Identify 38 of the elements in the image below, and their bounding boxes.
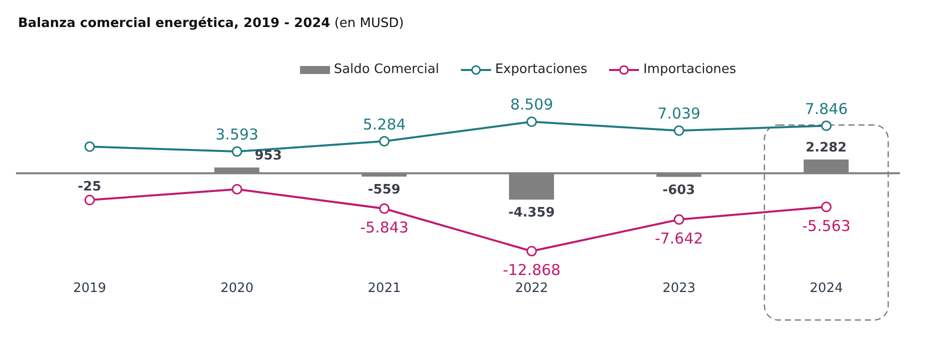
data-label: -5.843: [360, 218, 409, 237]
data-label: 5.284: [362, 115, 406, 134]
data-label: -603: [662, 182, 696, 198]
x-tick-label: 2021: [368, 281, 401, 296]
data-label: 2.282: [806, 140, 847, 156]
x-tick-label: 2024: [810, 281, 843, 296]
legend-label: Importaciones: [642, 62, 736, 77]
data-label: 7.039: [658, 104, 700, 123]
data-label: -7.642: [654, 230, 704, 248]
legend-label: Saldo Comercial: [332, 62, 440, 77]
x-tick-label: 2020: [220, 281, 254, 296]
x-tick-label: 2022: [515, 281, 548, 296]
data-label: -559: [368, 182, 400, 198]
point: [84, 141, 95, 152]
chart-subtitle: (en MUSD): [334, 16, 404, 31]
chart-title: Balanza comercial energética, 2019 - 2024: [18, 16, 330, 31]
legend-label: Exportaciones: [494, 62, 588, 77]
point: [674, 214, 684, 225]
data-label: 8.509: [510, 96, 554, 114]
point: [232, 184, 242, 194]
data-label: -12.868: [502, 261, 561, 280]
data-label: -25: [78, 179, 102, 194]
point: [232, 146, 242, 157]
data-label: 953: [254, 148, 282, 164]
point: [379, 136, 390, 147]
point: [379, 203, 390, 214]
point: [821, 202, 832, 212]
x-tick-label: 2023: [662, 281, 696, 296]
data-label: -4.359: [508, 206, 555, 221]
data-label: 3.593: [216, 126, 258, 144]
point: [526, 116, 537, 127]
point: [674, 125, 684, 136]
data-label: 7.846: [804, 100, 848, 118]
point: [84, 194, 95, 206]
x-tick-label: 2019: [73, 281, 106, 296]
data-label: -5.563: [802, 216, 851, 235]
point: [821, 120, 832, 132]
point: [526, 246, 537, 256]
